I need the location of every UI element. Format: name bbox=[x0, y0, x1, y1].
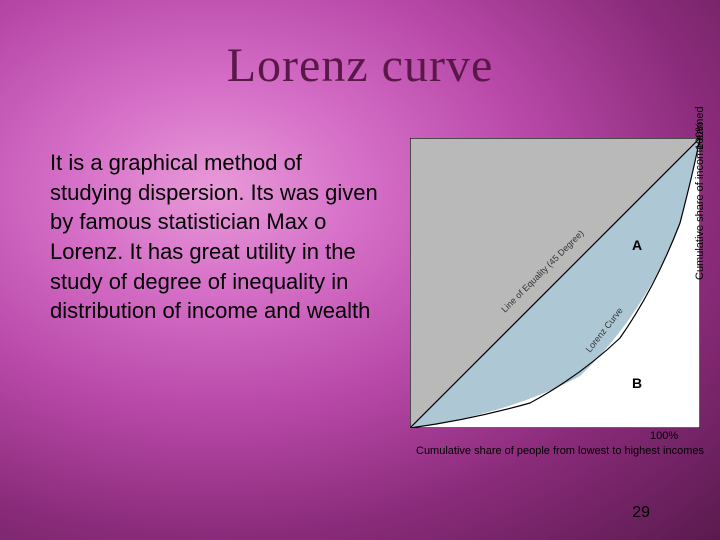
slide-title: Lorenz curve bbox=[0, 38, 720, 93]
y-axis-label: Cumulative share of income earned bbox=[694, 106, 706, 280]
x-axis-max: 100% bbox=[650, 430, 678, 442]
region-a-label: A bbox=[632, 237, 642, 253]
lorenz-chart: Line of Equality (45 Degree) Lorenz Curv… bbox=[410, 138, 710, 448]
x-axis-label: Cumulative share of people from lowest t… bbox=[410, 445, 710, 457]
region-b-label: B bbox=[632, 375, 642, 391]
body-text: It is a graphical method of studying dis… bbox=[50, 148, 380, 326]
page-number: 29 bbox=[632, 504, 650, 522]
